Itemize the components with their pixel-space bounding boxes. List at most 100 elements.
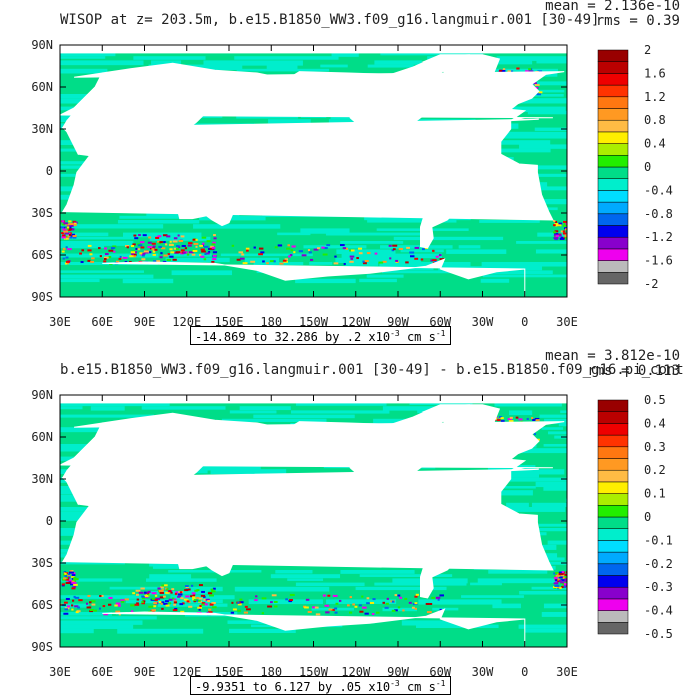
value-band (367, 220, 457, 223)
value-speckle (67, 235, 72, 238)
x-tick-label: 30E (556, 315, 578, 329)
value-speckle (200, 255, 205, 258)
value-speckle (553, 224, 556, 227)
value-speckle (147, 590, 151, 593)
x-tick-label: 0 (521, 665, 528, 679)
value-band (359, 278, 397, 283)
value-speckle (90, 260, 95, 263)
value-speckle (168, 243, 173, 246)
value-speckle (152, 253, 156, 256)
value-speckle (558, 573, 564, 576)
value-band (60, 232, 109, 237)
value-speckle (358, 252, 363, 255)
value-band (290, 410, 390, 414)
value-speckle (212, 241, 216, 244)
value-speckle (554, 222, 560, 225)
value-speckle (165, 604, 170, 607)
value-band (401, 620, 467, 626)
value-speckle (141, 597, 145, 600)
value-speckle (554, 584, 560, 587)
value-band (60, 406, 83, 410)
value-band (409, 402, 473, 406)
value-band (60, 620, 143, 625)
value-band (266, 64, 298, 70)
value-speckle (375, 611, 380, 614)
value-speckle (429, 602, 433, 605)
value-speckle (335, 602, 339, 605)
colorbar-swatch (597, 49, 629, 62)
value-band (554, 435, 567, 439)
value-band (145, 578, 217, 582)
colorbar-swatch (597, 551, 629, 565)
value-speckle (399, 596, 403, 599)
value-speckle (210, 245, 214, 248)
value-speckle (162, 595, 166, 598)
value-speckle (236, 258, 241, 261)
value-speckle (61, 223, 66, 226)
map-panel-top: WISOP at z= 203.5m, b.e15.B1850_WW3.f09_… (31, 0, 680, 345)
value-speckle (310, 258, 314, 261)
value-band (494, 402, 562, 407)
value-band (509, 410, 533, 416)
value-speckle (203, 598, 208, 601)
value-band (60, 60, 144, 66)
value-speckle (61, 236, 67, 239)
value-speckle (165, 587, 168, 590)
value-speckle (193, 238, 198, 241)
value-speckle (103, 260, 107, 263)
value-speckle (130, 610, 134, 613)
value-speckle (196, 599, 201, 602)
y-tick-label: 60N (31, 80, 53, 94)
x-tick-label: 90E (134, 665, 156, 679)
value-speckle (554, 232, 559, 235)
value-speckle (496, 419, 501, 422)
value-speckle (209, 247, 215, 250)
value-band (538, 523, 567, 527)
value-speckle (168, 598, 173, 601)
value-speckle (67, 573, 71, 576)
value-speckle (153, 605, 157, 608)
value-speckle (133, 234, 137, 237)
value-speckle (151, 592, 157, 595)
value-speckle (198, 597, 203, 600)
mean-value: mean = 3.812e-10 (545, 348, 680, 364)
value-speckle (528, 68, 532, 71)
value-band (461, 595, 524, 598)
value-band (60, 253, 159, 258)
value-band (167, 253, 212, 257)
x-tick-label: 150E (215, 315, 244, 329)
value-band (331, 52, 359, 57)
value-speckle (167, 253, 170, 256)
value-speckle (74, 605, 79, 608)
colorbar-label: 0.1 (644, 487, 666, 501)
value-speckle (563, 223, 567, 226)
colorbar-swatch (597, 166, 629, 179)
value-speckle (135, 589, 141, 592)
value-speckle (350, 249, 355, 252)
value-band (60, 56, 106, 59)
value-speckle (212, 606, 217, 609)
value-speckle (301, 254, 307, 257)
value-speckle (258, 247, 264, 250)
land-south-america (410, 505, 476, 599)
value-speckle (102, 605, 106, 608)
y-tick-label: 30S (31, 556, 53, 570)
value-speckle (554, 230, 559, 233)
value-band (477, 578, 560, 584)
value-speckle (91, 603, 96, 606)
value-speckle (538, 91, 543, 94)
value-speckle (239, 598, 243, 601)
value-speckle (98, 607, 102, 610)
value-speckle (261, 612, 265, 615)
value-band (340, 241, 404, 244)
value-speckle (178, 246, 181, 249)
value-speckle (509, 416, 513, 419)
value-speckle (66, 236, 70, 239)
value-band (518, 624, 567, 629)
value-speckle (349, 260, 354, 263)
value-speckle (175, 251, 181, 254)
value-speckle (565, 571, 567, 574)
value-speckle (269, 260, 275, 263)
value-speckle (437, 598, 440, 601)
value-speckle (288, 255, 291, 258)
